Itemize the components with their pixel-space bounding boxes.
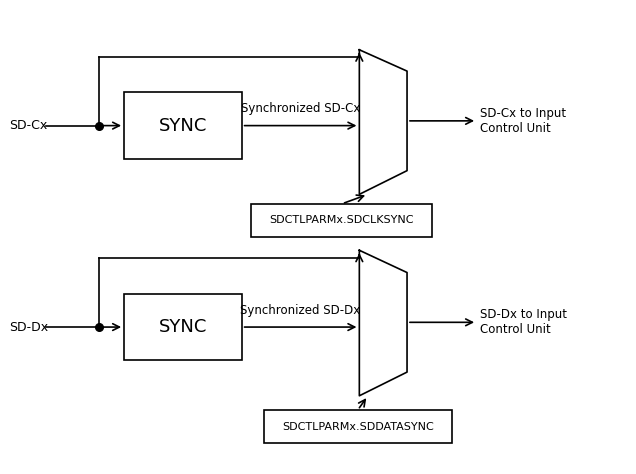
Text: SYNC: SYNC <box>158 117 207 135</box>
Text: Synchronized SD-Cx: Synchronized SD-Cx <box>241 102 360 115</box>
Bar <box>251 204 432 237</box>
Bar <box>124 294 242 360</box>
Text: SDCTLPARMx.SDCLKSYNC: SDCTLPARMx.SDCLKSYNC <box>270 215 414 226</box>
Text: SYNC: SYNC <box>158 318 207 336</box>
Text: SDCTLPARMx.SDDATASYNC: SDCTLPARMx.SDDATASYNC <box>282 421 434 432</box>
Text: Synchronized SD-Dx: Synchronized SD-Dx <box>240 304 361 317</box>
Text: SD-Cx: SD-Cx <box>10 119 48 132</box>
Text: SD-Cx to Input
Control Unit: SD-Cx to Input Control Unit <box>480 107 566 135</box>
Bar <box>264 410 452 443</box>
Text: SD-Dx to Input
Control Unit: SD-Dx to Input Control Unit <box>480 308 567 337</box>
Bar <box>124 92 242 159</box>
Text: SD-Dx: SD-Dx <box>10 320 49 334</box>
